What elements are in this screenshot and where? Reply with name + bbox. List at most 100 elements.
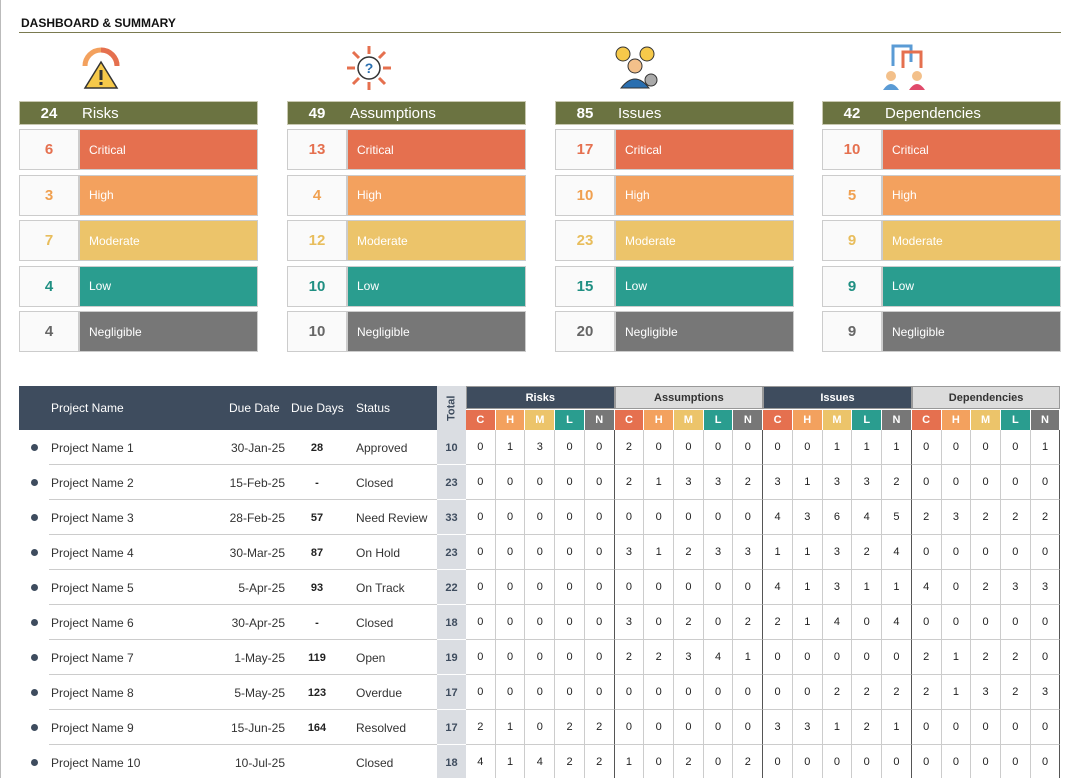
- issues-icon: [615, 46, 658, 89]
- count-cell: 0: [466, 465, 496, 500]
- count-cell: 0: [941, 430, 972, 465]
- due-days: 28: [310, 441, 324, 454]
- sub-header: C: [763, 410, 793, 430]
- count-cell: 0: [495, 675, 526, 710]
- count-cell: 4: [763, 500, 793, 535]
- dependencies-icon: [883, 44, 925, 90]
- count-cell: 1: [822, 430, 853, 465]
- total-cell-bg: [437, 745, 466, 778]
- level-bar: High: [615, 174, 794, 216]
- count-cell: 2: [882, 675, 912, 710]
- card-header: [19, 101, 258, 125]
- count-cell: 0: [555, 430, 585, 465]
- count-cell: 0: [852, 745, 883, 778]
- count-cell: 0: [1000, 465, 1031, 500]
- count-cell: 0: [495, 465, 526, 500]
- count-cell: 6: [822, 500, 853, 535]
- due-date: 1-May-25: [234, 650, 285, 665]
- count-cell: 3: [525, 430, 556, 465]
- count-cell: 0: [1000, 430, 1031, 465]
- count-cell: 0: [1030, 710, 1061, 745]
- count-cell: 2: [674, 605, 704, 640]
- page-title: DASHBOARD & SUMMARY: [21, 16, 176, 30]
- status: Closed: [356, 615, 394, 630]
- count-cell: 0: [674, 675, 704, 710]
- due-days: -: [315, 616, 319, 629]
- count-cell: 2: [1000, 640, 1031, 675]
- count-cell: 3: [941, 500, 972, 535]
- count-cell: 0: [584, 570, 615, 605]
- due-date: 10-Jul-25: [234, 755, 285, 770]
- count-cell: 2: [614, 465, 645, 500]
- count-cell: 0: [584, 535, 615, 570]
- count-cell: 0: [733, 500, 764, 535]
- count-cell: 1: [852, 430, 883, 465]
- level-bar: Critical: [882, 129, 1061, 170]
- total-cell-bg: [437, 675, 466, 710]
- level-bar: Negligible: [79, 311, 258, 352]
- row-line: [49, 744, 437, 745]
- level-count: 3: [19, 174, 79, 216]
- sub-header: H: [495, 410, 526, 430]
- card-header: [287, 101, 526, 125]
- total-cell: 19: [445, 651, 458, 664]
- count-cell: 0: [644, 605, 675, 640]
- level-count: 10: [287, 311, 347, 352]
- count-cell: 0: [644, 500, 675, 535]
- total-cell: 18: [445, 756, 458, 769]
- due-date: 30-Mar-25: [229, 545, 285, 560]
- level-count: 9: [822, 265, 882, 307]
- count-cell: 4: [525, 745, 556, 778]
- count-cell: 0: [555, 605, 585, 640]
- count-cell: 0: [466, 500, 496, 535]
- count-cell: 2: [674, 745, 704, 778]
- count-cell: 0: [674, 500, 704, 535]
- count-cell: 0: [584, 500, 615, 535]
- due-date: 15-Jun-25: [230, 720, 285, 735]
- count-cell: 0: [555, 640, 585, 675]
- status: Overdue: [356, 685, 403, 700]
- count-cell: 2: [555, 710, 585, 745]
- count-cell: 0: [525, 570, 556, 605]
- level-bar: Negligible: [347, 311, 526, 352]
- count-cell: 2: [852, 675, 883, 710]
- sub-header: N: [733, 410, 764, 430]
- count-cell: 4: [703, 640, 734, 675]
- due-days: 87: [310, 546, 324, 559]
- sub-header: M: [525, 410, 556, 430]
- total-header: Total: [445, 395, 458, 421]
- level-bar: High: [347, 174, 526, 216]
- count-cell: 3: [763, 710, 793, 745]
- row-line: [49, 604, 437, 605]
- level-bar: Moderate: [882, 220, 1061, 261]
- count-cell: 2: [852, 535, 883, 570]
- level-count: 10: [555, 174, 615, 216]
- count-cell: 0: [703, 675, 734, 710]
- count-cell: 0: [584, 465, 615, 500]
- status: Closed: [356, 755, 394, 770]
- total-cell-bg: [437, 710, 466, 745]
- count-cell: 0: [644, 675, 675, 710]
- count-cell: 1: [1030, 430, 1061, 465]
- status: Resolved: [356, 720, 407, 735]
- sub-header: N: [882, 410, 912, 430]
- count-cell: 0: [1030, 465, 1061, 500]
- group-header: Risks: [466, 386, 615, 409]
- count-cell: 2: [466, 710, 496, 745]
- sub-header: H: [941, 410, 972, 430]
- row-line: [49, 534, 437, 535]
- level-count: 10: [287, 265, 347, 307]
- count-cell: 0: [644, 710, 675, 745]
- project-name: Project Name 5: [51, 580, 134, 595]
- due-days: 119: [308, 651, 326, 664]
- count-cell: 0: [495, 640, 526, 675]
- count-cell: 0: [555, 675, 585, 710]
- status: Closed: [356, 475, 394, 490]
- count-cell: 3: [852, 465, 883, 500]
- count-cell: 0: [911, 710, 942, 745]
- level-count: 20: [555, 311, 615, 352]
- count-cell: 0: [614, 710, 645, 745]
- sub-header: H: [792, 410, 823, 430]
- count-cell: 3: [1030, 675, 1061, 710]
